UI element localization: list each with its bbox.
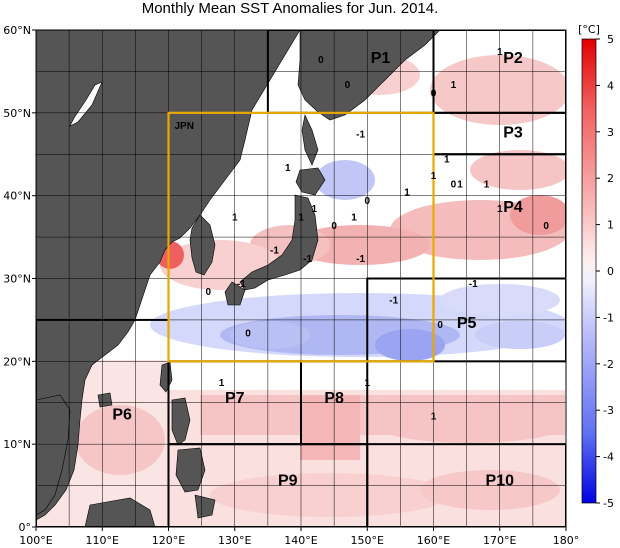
contour-label: 0 [437,320,443,331]
colorbar-ticks: 5 4 3 2 1 0 -1 -2 -3 -4 -5 [596,33,614,510]
lat-tick-label: 20°N [3,355,31,368]
lon-tick-label: 180° [553,534,580,547]
region-label-p4: P4 [503,199,523,216]
contour-label: 1 [219,378,225,389]
contour-label: 1 [484,179,490,190]
lon-tick-label: 100°E [19,534,52,547]
contour-label: 1 [285,163,291,174]
lat-tick-label: 30°N [3,273,31,286]
contour-label: 1 [431,411,437,422]
contour-label: 0 [331,221,337,232]
contour-label: 0 [451,179,457,190]
lon-tick-label: 140°E [284,534,317,547]
contour-label: 0 [431,88,437,99]
region-label-p8: P8 [324,390,344,407]
longitude-ticks: 100°E 110°E 120°E 130°E 140°E 150°E 160°E 170°E… [19,527,579,547]
contour-label: 1 [364,378,370,389]
jpn-region-box [167,111,435,363]
region-labels: P1 P2 P3 P4 P5 P6 P7 P8 P9 P10 [112,50,523,489]
contour-label: 0 [543,221,549,232]
lon-tick-label: 150°E [351,534,384,547]
lon-tick-label: 130°E [218,534,251,547]
contour-label: 1 [351,213,357,224]
lon-tick-label: 110°E [86,534,119,547]
contour-label: 0 [345,80,351,91]
contour-label: 1 [497,204,503,215]
colorbar-tick-label: 0 [607,265,614,278]
lat-tick-label: 0° [19,521,32,534]
colorbar-tick-label: 5 [607,33,614,46]
region-label-p10: P10 [486,473,515,490]
contour-label: 1 [311,204,317,215]
colorbar-tick-label: -2 [603,358,614,371]
region-label-p7: P7 [225,390,245,407]
region-box-p5 [366,277,566,363]
contour-label: -1 [469,279,478,290]
contour-label: 1 [497,47,503,58]
lat-tick-label: 10°N [3,438,31,451]
map-title: Monthly Mean SST Anomalies for Jun. 2014… [141,0,439,17]
anomaly-shading [36,55,566,527]
colorbar-unit: [°C] [578,23,600,36]
contour-label: 1 [232,213,238,224]
jpn-box-label: JPN [175,121,194,132]
colorbar-tick-label: -1 [603,311,614,324]
contour-label: 1 [451,80,457,91]
region-label-p3: P3 [503,125,523,142]
contour-label: -1 [356,254,365,265]
lon-tick-label: 170°E [483,534,516,547]
colorbar-tick-label: -3 [603,404,614,417]
contour-label: 1 [444,155,450,166]
lon-tick-label: 120°E [152,534,185,547]
region-label-p5: P5 [457,315,477,332]
latitude-ticks: 0° 10°N 20°N 30°N 40°N 50°N 60°N [3,24,36,534]
colorbar [581,38,597,504]
lat-tick-label: 50°N [3,107,31,120]
colorbar-tick-label: -4 [603,451,614,464]
contour-label: -1 [356,130,365,141]
contour-label: 1 [457,179,463,190]
colorbar-tick-label: 4 [607,79,614,92]
lat-tick-label: 40°N [3,190,31,203]
contour-label: -1 [270,246,279,257]
region-label-p1: P1 [371,50,391,67]
contour-label: 1 [431,171,437,182]
colorbar-tick-label: 2 [607,172,614,185]
colorbar-tick-label: -5 [603,497,614,510]
region-label-p6: P6 [112,406,132,423]
lat-tick-label: 60°N [3,24,31,37]
colorbar-tick-label: 1 [607,219,614,232]
contour-label: 1 [298,213,304,224]
colorbar-tick-label: 3 [607,126,614,139]
lon-tick-label: 160°E [417,534,450,547]
contour-label: 0 [318,55,324,66]
region-label-p9: P9 [278,473,298,490]
contour-label: 0 [364,196,370,207]
contour-label: 0 [245,328,251,339]
contour-label: -1 [389,295,398,306]
contour-label: -1 [303,254,312,265]
contour-label: 1 [404,188,410,199]
contour-label: -1 [237,279,246,290]
region-label-p2: P2 [503,50,523,67]
contour-label: 0 [205,287,211,298]
